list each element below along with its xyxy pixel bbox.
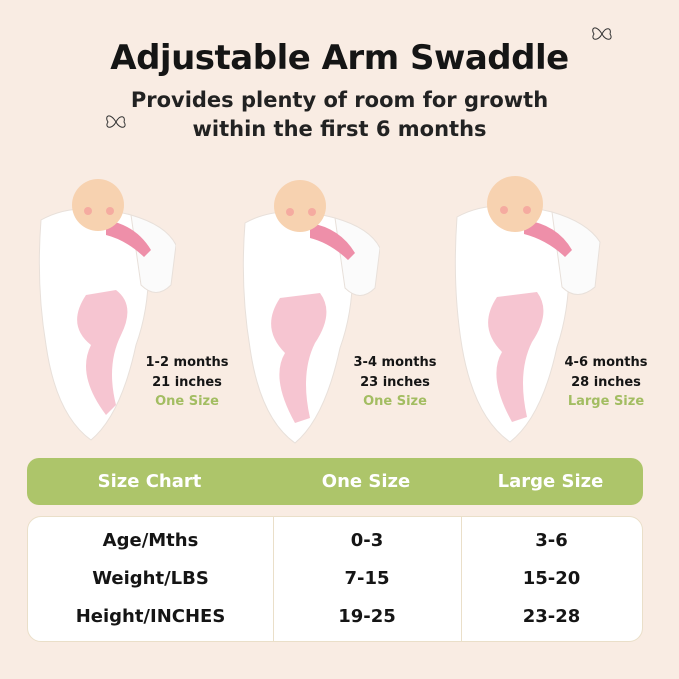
table-cell: 15-20 (522, 568, 581, 589)
swaddle-illustration-medium (242, 180, 380, 444)
row-label: Weight/LBS (92, 568, 209, 589)
header-cell: One Size (321, 471, 411, 492)
product-length: 21 inches (152, 374, 222, 390)
product-label-2: 3-4 months 23 inches One Size (340, 353, 450, 412)
swaddle-illustration-small (38, 179, 176, 441)
table-cell: 19-25 (338, 606, 396, 627)
product-length: 28 inches (571, 374, 641, 390)
butterfly-icon (106, 115, 126, 128)
size-chart-body: Age/Mths 0-3 3-6 Weight/LBS 7-15 15-20 H… (27, 516, 643, 642)
swaddle-illustration-large (454, 176, 601, 443)
table-cell: 3-6 (535, 530, 568, 551)
product-label-1: 1-2 months 21 inches One Size (132, 353, 242, 412)
page-title: Adjustable Arm Swaddle (110, 38, 569, 78)
product-age: 3-4 months (353, 355, 437, 370)
product-size: One Size (155, 394, 219, 409)
butterfly-icon (592, 27, 612, 40)
column-divider (273, 517, 274, 641)
row-label: Age/Mths (102, 530, 199, 551)
header-cell: Size Chart (97, 471, 202, 492)
subtitle-line-2: within the first 6 months (192, 117, 487, 141)
product-age: 1-2 months (145, 355, 229, 370)
row-label: Height/INCHES (75, 606, 226, 627)
column-divider (461, 517, 462, 641)
size-chart-header: Size Chart One Size Large Size (27, 458, 643, 505)
table-cell: 0-3 (350, 530, 384, 551)
product-label-3: 4-6 months 28 inches Large Size (551, 353, 661, 412)
subtitle-line-1: Provides plenty of room for growth (130, 88, 549, 112)
product-length: 23 inches (360, 374, 430, 390)
product-size: Large Size (567, 394, 645, 409)
product-size: One Size (363, 394, 427, 409)
table-cell: 23-28 (522, 606, 581, 627)
product-age: 4-6 months (564, 355, 648, 370)
table-cell: 7-15 (344, 568, 390, 589)
header-cell: Large Size (497, 471, 604, 492)
